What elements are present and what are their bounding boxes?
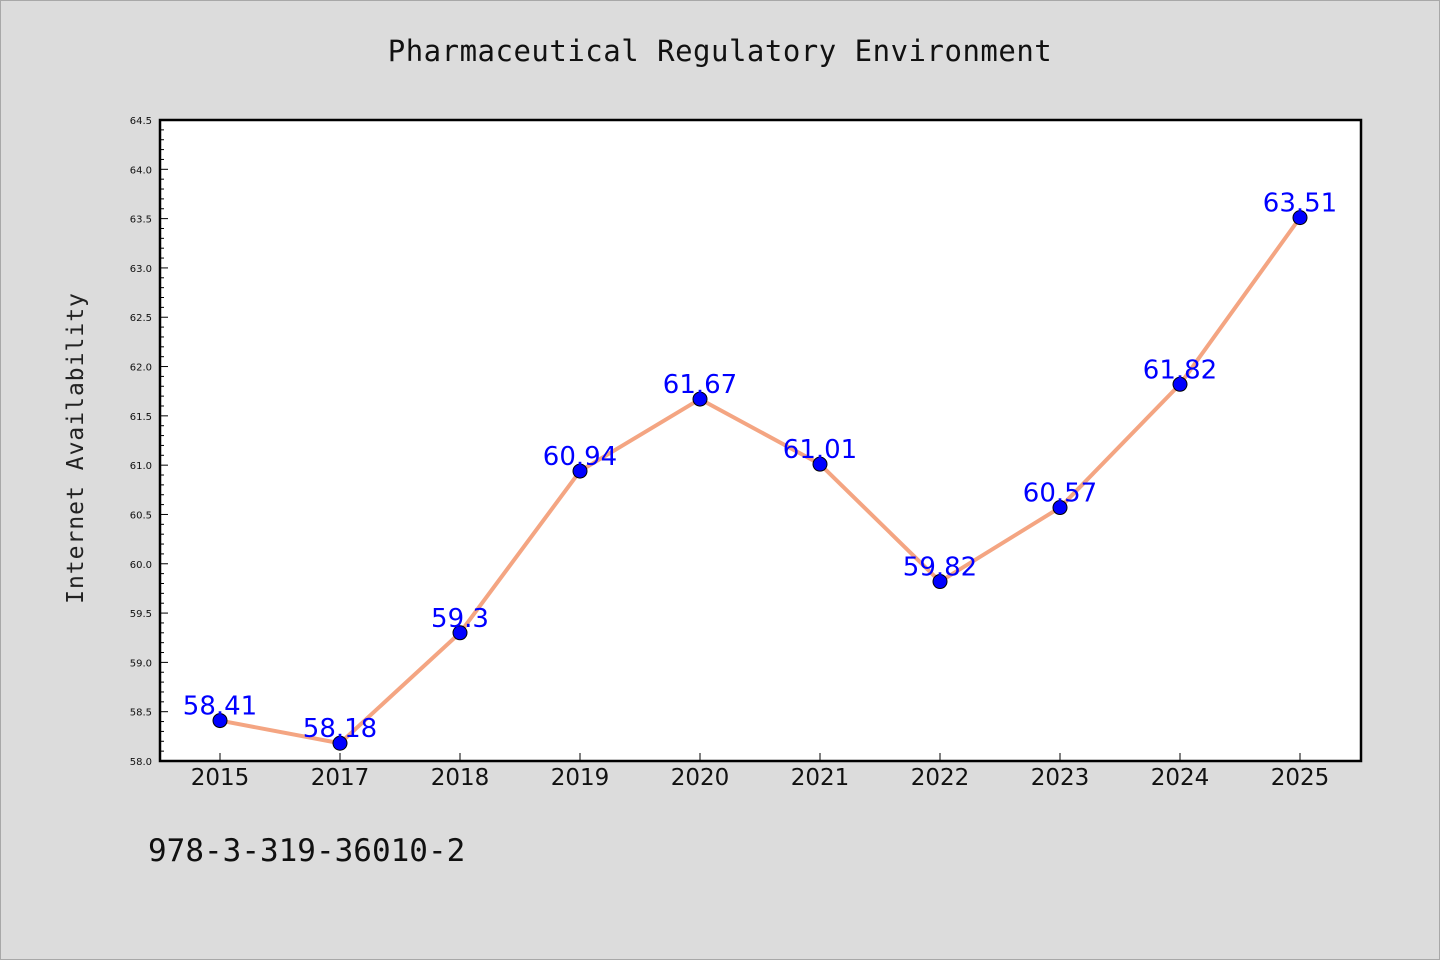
data-point bbox=[692, 391, 708, 407]
data-labels: 58.41 58.18 59.3 60.94 61.67 61.01 59.82 60.57 6… bbox=[183, 189, 1337, 745]
data-point bbox=[1052, 500, 1068, 516]
y-tick-label: 64.5 bbox=[130, 116, 152, 127]
y-tick-label: 63.0 bbox=[130, 264, 152, 275]
x-tick-label: 2015 bbox=[191, 765, 250, 791]
data-point bbox=[1292, 210, 1308, 226]
chart-title: Pharmaceutical Regulatory Environment bbox=[387, 34, 1053, 68]
y-tick-label: 60.5 bbox=[130, 510, 152, 521]
series-line bbox=[218, 215, 1302, 746]
data-label: 59.3 bbox=[431, 604, 489, 634]
x-tick-label: 2019 bbox=[551, 765, 610, 791]
data-point bbox=[812, 456, 828, 472]
data-point bbox=[452, 625, 468, 641]
x-axis-ticks: 2015 2017 2018 2019 2020 2021 2022 2023 2024 2025 bbox=[191, 753, 1330, 791]
x-tick-label: 2022 bbox=[911, 765, 970, 791]
y-axis-ticks: 58.0 58.5 59.0 59.5 60.0 60.5 61.0 61.5 62.0 62.5… bbox=[130, 116, 168, 768]
y-tick-label: 62.5 bbox=[130, 313, 152, 324]
x-tick-label: 2021 bbox=[791, 765, 850, 791]
y-tick-label: 58.0 bbox=[130, 757, 152, 768]
data-label: 60.57 bbox=[1023, 479, 1097, 509]
plot-area bbox=[158, 118, 1363, 763]
data-label: 61.01 bbox=[783, 435, 857, 465]
y-tick-label: 61.5 bbox=[130, 412, 152, 423]
data-markers bbox=[212, 210, 1308, 751]
data-label: 59.82 bbox=[903, 553, 977, 583]
x-tick-label: 2017 bbox=[311, 765, 370, 791]
x-tick-label: 2024 bbox=[1151, 765, 1210, 791]
y-tick-label: 61.0 bbox=[130, 461, 152, 472]
data-point bbox=[212, 713, 228, 729]
y-tick-label: 64.0 bbox=[130, 165, 152, 176]
data-label: 61.67 bbox=[663, 370, 737, 400]
y-tick-label: 60.0 bbox=[130, 560, 152, 571]
data-point bbox=[1172, 376, 1188, 392]
data-label: 58.41 bbox=[183, 692, 257, 722]
data-label: 58.18 bbox=[303, 714, 377, 744]
data-label: 61.82 bbox=[1143, 355, 1217, 385]
x-tick-label: 2025 bbox=[1271, 765, 1330, 791]
data-label: 60.94 bbox=[543, 442, 617, 472]
data-label: 63.51 bbox=[1263, 189, 1337, 219]
y-tick-label: 63.5 bbox=[130, 215, 152, 226]
x-tick-label: 2023 bbox=[1031, 765, 1090, 791]
y-tick-label: 62.0 bbox=[130, 363, 152, 374]
x-tick-label: 2020 bbox=[671, 765, 730, 791]
y-tick-label: 59.0 bbox=[130, 658, 152, 669]
data-point bbox=[572, 463, 588, 479]
data-point bbox=[332, 735, 348, 751]
y-tick-label: 58.5 bbox=[130, 708, 152, 719]
identifier-text: 978-3-319-36010-2 bbox=[148, 833, 466, 869]
y-tick-label: 59.5 bbox=[130, 609, 152, 620]
data-point bbox=[932, 574, 948, 590]
x-tick-label: 2018 bbox=[431, 765, 490, 791]
